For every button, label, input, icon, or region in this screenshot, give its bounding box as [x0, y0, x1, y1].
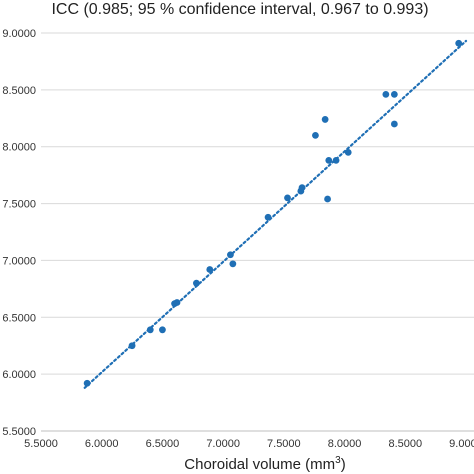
y-tick-label: 9.0000: [2, 28, 36, 40]
data-points: [83, 39, 463, 387]
data-point: [312, 131, 319, 139]
y-tick-label: 5.5000: [2, 426, 36, 438]
x-tick-label: 5.5000: [24, 438, 58, 450]
data-point: [298, 184, 306, 192]
y-tick-label: 6.5000: [2, 312, 36, 324]
x-axis-label-superscript: 3: [335, 455, 341, 466]
data-point: [284, 194, 291, 202]
data-point: [173, 299, 181, 306]
y-tick-label: 7.5000: [2, 199, 36, 211]
data-point: [332, 156, 340, 164]
data-point: [229, 260, 237, 268]
chart-title: ICC (0.985; 95 % confidence interval, 0.…: [51, 1, 428, 18]
x-axis-label-main: Choroidal volume (mm: [184, 456, 335, 473]
y-tick-label: 7.0000: [2, 255, 36, 267]
y-tick-labels: 5.5000 6.0000 6.5000 7.0000 7.5000 8.0000 8.50…: [2, 28, 36, 438]
data-point: [193, 279, 200, 287]
data-point: [227, 251, 234, 259]
trendline: [83, 39, 468, 389]
x-tick-label: 8.0000: [328, 438, 362, 450]
x-axis-label-tail: ): [341, 456, 346, 473]
data-point: [382, 91, 390, 98]
y-tick-label: 6.0000: [2, 369, 36, 381]
data-point: [159, 326, 166, 334]
data-point: [325, 156, 333, 164]
x-axis-label: Choroidal volume (mm3): [184, 455, 345, 473]
data-point: [264, 213, 272, 221]
data-point: [321, 116, 329, 123]
data-point: [390, 120, 398, 128]
x-tick-label: 7.5000: [267, 438, 301, 450]
data-point: [83, 379, 91, 387]
data-point: [206, 266, 214, 273]
y-tick-label: 8.5000: [2, 85, 36, 97]
x-tick-label: 6.5000: [146, 438, 180, 450]
x-tick-labels: 5.5000 6.0000 6.5000 7.0000 7.5000 8.0000 8.50…: [24, 438, 474, 450]
data-point: [344, 149, 352, 156]
y-tick-label: 8.0000: [2, 142, 36, 154]
data-point: [324, 195, 331, 203]
x-tick-label: 8.5000: [388, 438, 422, 450]
x-tick-label: 6.0000: [85, 438, 119, 450]
x-tick-label: 9.0000: [449, 438, 474, 450]
x-tick-label: 7.0000: [206, 438, 240, 450]
data-point: [128, 342, 136, 350]
gridlines: [41, 32, 474, 432]
data-point: [146, 326, 154, 334]
data-point: [390, 91, 398, 98]
data-point: [455, 39, 463, 47]
